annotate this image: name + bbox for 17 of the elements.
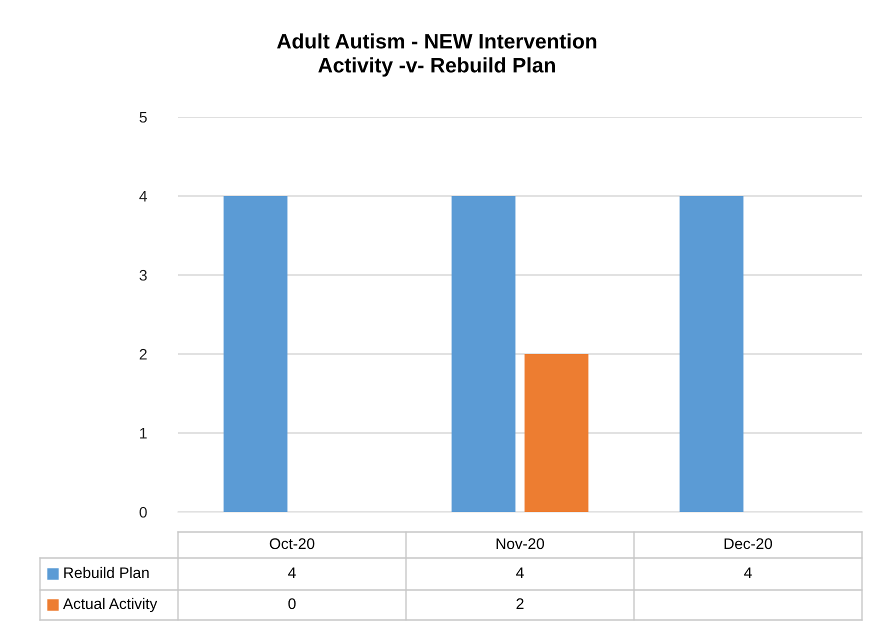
x-tick-label: Dec-20 xyxy=(724,538,772,550)
chart-title: Adult Autism - NEW Intervention Activity -v- Rebuild Plan xyxy=(277,33,596,77)
y-tick-label: 2 xyxy=(140,348,147,360)
data-label: 2 xyxy=(516,598,524,609)
data-label: 4 xyxy=(516,567,524,578)
data-label: 4 xyxy=(288,567,296,578)
data-label: 4 xyxy=(744,567,752,578)
legend-label: Rebuild Plan xyxy=(64,566,149,578)
data-label: 0 xyxy=(288,598,296,610)
y-tick-label: 5 xyxy=(140,112,147,123)
y-tick-label: 4 xyxy=(139,191,147,202)
y-tick-label: 1 xyxy=(140,428,147,439)
y-tick-label: 0 xyxy=(140,506,147,518)
legend-label: Actual Activity xyxy=(63,598,158,612)
x-tick-label: Nov-20 xyxy=(496,538,544,550)
y-tick-label: 3 xyxy=(140,270,147,281)
x-tick-label: Oct-20 xyxy=(270,538,314,550)
